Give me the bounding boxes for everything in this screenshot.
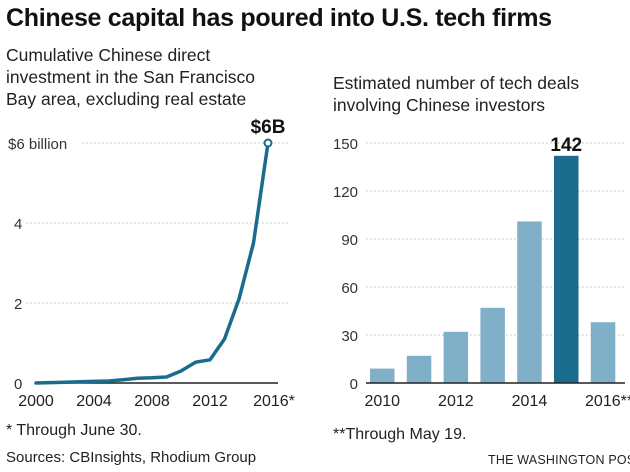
y-tick-label: 90 [341, 232, 358, 249]
x-tick-label: 2012 [438, 393, 474, 410]
bar [590, 322, 616, 383]
highlight-value-label: 142 [550, 135, 582, 156]
right-bar-chart: 150 120 90 60 30 0 142 2010 2012 2014 2016** [333, 135, 630, 410]
series-line [34, 141, 270, 385]
right-subtitle-line: Estimated number of tech deals [333, 73, 580, 93]
right-subtitle-line: involving Chinese investors [333, 95, 546, 115]
left-subtitle-line: Cumulative Chinese direct [6, 45, 211, 65]
x-tick-label: 2004 [76, 393, 112, 410]
left-footnote: * Through June 30. [6, 422, 142, 439]
y-tick-label: 2 [14, 296, 22, 313]
y-tick-label: 30 [341, 328, 358, 345]
y-tick-label: 0 [350, 376, 358, 393]
left-subtitle-line: Bay area, excluding real estate [6, 89, 247, 109]
bar [517, 221, 542, 383]
x-tick-label: 2016* [253, 393, 295, 410]
left-chart-subtitle: Cumulative Chinese direct investment in … [6, 44, 255, 110]
y-tick-label: 4 [14, 216, 22, 233]
sources-note: Sources: CBInsights, Rhodium Group [6, 449, 257, 466]
y-tick-label: $6 billion [8, 136, 67, 153]
end-value-label: $6B [251, 117, 286, 138]
bar [443, 331, 469, 383]
x-tick-label: 2010 [364, 393, 400, 410]
y-tick-label: 60 [341, 280, 358, 297]
x-tick-label: 2012 [192, 393, 228, 410]
end-point-marker [263, 138, 273, 148]
publisher-credit: THE WASHINGTON POST [488, 453, 630, 467]
x-tick-label: 2014 [512, 393, 548, 410]
bar [406, 355, 432, 383]
x-tick-label: 2008 [134, 393, 170, 410]
chart-title: Chinese capital has poured into U.S. tec… [6, 4, 552, 32]
bar [370, 368, 395, 383]
bar [554, 155, 579, 383]
y-tick-label: 150 [333, 136, 358, 153]
right-chart-subtitle: Estimated number of tech deals involving… [333, 72, 579, 116]
y-tick-label: 120 [333, 184, 358, 201]
x-tick-label: 2000 [18, 393, 54, 410]
bar [480, 307, 505, 383]
y-tick-label: 0 [14, 376, 22, 393]
x-tick-label: 2016** [585, 393, 630, 410]
right-footnote: **Through May 19. [333, 426, 467, 443]
left-subtitle-line: investment in the San Francisco [6, 67, 256, 87]
